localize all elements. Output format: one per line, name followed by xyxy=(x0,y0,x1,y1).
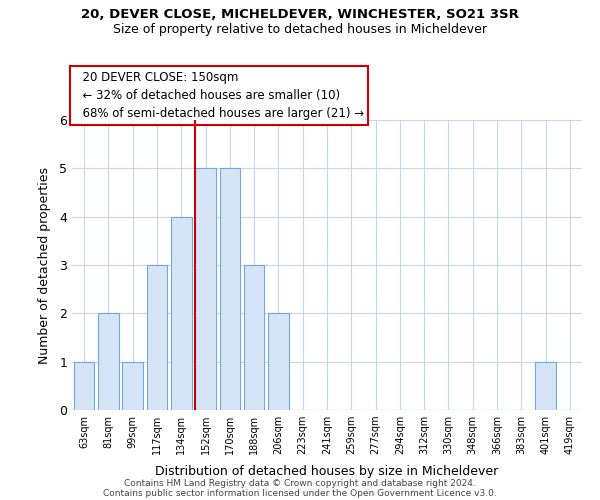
Y-axis label: Number of detached properties: Number of detached properties xyxy=(38,166,51,364)
Bar xyxy=(268,314,289,410)
Text: 20 DEVER CLOSE: 150sqm
  ← 32% of detached houses are smaller (10)
  68% of semi: 20 DEVER CLOSE: 150sqm ← 32% of detached… xyxy=(74,71,364,120)
Bar xyxy=(171,216,191,410)
Bar xyxy=(74,362,94,410)
Bar xyxy=(220,168,240,410)
Text: Contains public sector information licensed under the Open Government Licence v3: Contains public sector information licen… xyxy=(103,488,497,498)
Text: 20, DEVER CLOSE, MICHELDEVER, WINCHESTER, SO21 3SR: 20, DEVER CLOSE, MICHELDEVER, WINCHESTER… xyxy=(81,8,519,20)
Bar xyxy=(146,265,167,410)
Bar xyxy=(195,168,216,410)
Bar xyxy=(244,265,265,410)
Bar xyxy=(535,362,556,410)
Text: Size of property relative to detached houses in Micheldever: Size of property relative to detached ho… xyxy=(113,22,487,36)
Text: Contains HM Land Registry data © Crown copyright and database right 2024.: Contains HM Land Registry data © Crown c… xyxy=(124,478,476,488)
X-axis label: Distribution of detached houses by size in Micheldever: Distribution of detached houses by size … xyxy=(155,466,499,478)
Bar xyxy=(122,362,143,410)
Bar xyxy=(98,314,119,410)
